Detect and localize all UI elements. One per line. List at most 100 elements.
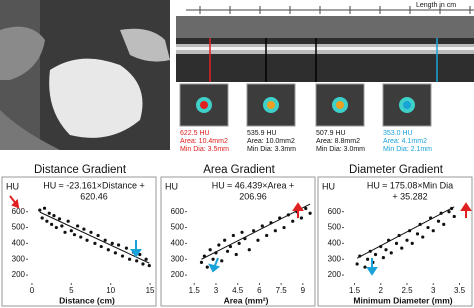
x-tick-label: 2.5: [401, 286, 413, 295]
x-tick-label: 2: [379, 286, 384, 295]
charts: Distance Gradient HU HU ≈ -23.161×Distance…: [1, 164, 473, 307]
data-point: [421, 235, 425, 239]
data-point: [379, 244, 383, 249]
y-tick-label: 400: [171, 238, 185, 247]
vessel-image: [176, 16, 474, 82]
x-tick-label: 5: [69, 286, 74, 295]
equation: 206.96: [239, 191, 267, 201]
equation: 620.46: [80, 191, 108, 201]
plot-frame: [160, 176, 316, 307]
data-point: [436, 219, 441, 223]
data-point: [447, 210, 451, 214]
data-point: [366, 257, 370, 261]
data-point: [52, 214, 56, 218]
vessel-core: [403, 101, 411, 109]
data-point: [144, 257, 148, 261]
data-point: [50, 222, 54, 226]
data-point: [400, 246, 404, 250]
data-point: [79, 235, 83, 239]
data-point: [394, 241, 399, 245]
trendline: [39, 211, 150, 264]
y-axis-label: HU: [322, 181, 335, 191]
data-point: [260, 224, 264, 228]
data-point: [450, 206, 454, 211]
data-point: [93, 241, 97, 245]
data-point: [426, 225, 430, 230]
data-point: [225, 249, 230, 253]
data-point: [82, 227, 86, 231]
data-point: [66, 219, 70, 223]
chart-title: Diameter Gradient: [349, 164, 444, 176]
x-tick-label: 0: [30, 286, 35, 295]
data-point: [60, 224, 64, 228]
data-point: [278, 216, 282, 220]
data-point: [199, 260, 204, 264]
data-point: [211, 257, 215, 261]
cross-section-label: Min Dia: 2.1mm: [383, 146, 432, 153]
data-point: [147, 263, 151, 268]
cross-section-label: 622.5 HU: [180, 130, 210, 137]
cross-section-label: 535.9 HU: [247, 130, 277, 137]
vessel-core: [336, 101, 344, 109]
data-point: [256, 238, 260, 242]
arrows: [9, 195, 472, 276]
data-point: [429, 216, 433, 220]
plot-frame: [317, 176, 473, 307]
data-point: [415, 232, 420, 236]
cross-section-label: Min Dia: 3.3mm: [247, 146, 296, 153]
data-point: [228, 244, 233, 249]
x-tick-label: 9: [301, 286, 306, 295]
vessel-core: [267, 101, 275, 109]
data-point: [63, 230, 67, 234]
data-point: [373, 252, 378, 257]
data-point: [42, 206, 47, 210]
y-tick-label: 500: [171, 223, 185, 232]
x-tick-label: 10: [106, 286, 115, 295]
ruler: [186, 6, 474, 14]
data-point: [291, 219, 295, 223]
data-point: [410, 241, 414, 245]
x-tick-label: 1.5: [349, 286, 361, 295]
data-point: [431, 229, 435, 233]
data-point: [106, 248, 110, 252]
data-point: [265, 233, 269, 238]
cross-section-label: Min Dia: 3.5mm: [180, 146, 229, 153]
data-point: [72, 233, 77, 237]
chart-title: Area Gradient: [203, 164, 275, 176]
y-tick-label: 200: [12, 270, 26, 279]
data-point: [408, 229, 412, 233]
data-point: [381, 256, 385, 260]
data-point: [69, 229, 73, 233]
data-point: [299, 216, 304, 220]
data-point: [116, 243, 121, 247]
data-point: [355, 262, 359, 266]
data-point: [138, 252, 142, 257]
data-point: [113, 251, 118, 255]
data-point: [99, 244, 103, 249]
data-point: [57, 217, 62, 221]
data-point: [47, 211, 51, 215]
y-tick-label: 200: [328, 270, 342, 279]
y-tick-label: 300: [12, 254, 26, 263]
y-tick-label: 400: [12, 238, 26, 247]
x-tick-label: 3: [431, 286, 436, 295]
cross-section-image: [246, 83, 296, 127]
data-point: [452, 214, 456, 219]
y-tick-label: 300: [328, 254, 342, 263]
trendline: [201, 203, 311, 260]
data-point: [205, 265, 209, 269]
x-tick-label: 4.5: [232, 286, 244, 295]
y-axis-label: HU: [6, 181, 19, 191]
data-point: [202, 254, 206, 258]
data-point: [247, 248, 251, 252]
data-point: [103, 238, 107, 242]
cross-section-label: Area: 4.1mm2: [383, 138, 427, 145]
ruler-label: Length in cm: [416, 2, 456, 9]
data-point: [252, 229, 256, 233]
data-point: [282, 225, 286, 230]
data-point: [89, 230, 93, 234]
y-tick-label: 200: [171, 270, 185, 279]
cross-section-label: Area: 8.8mm2: [316, 138, 360, 145]
cross-section-label: Area: 10.4mm2: [180, 138, 228, 145]
